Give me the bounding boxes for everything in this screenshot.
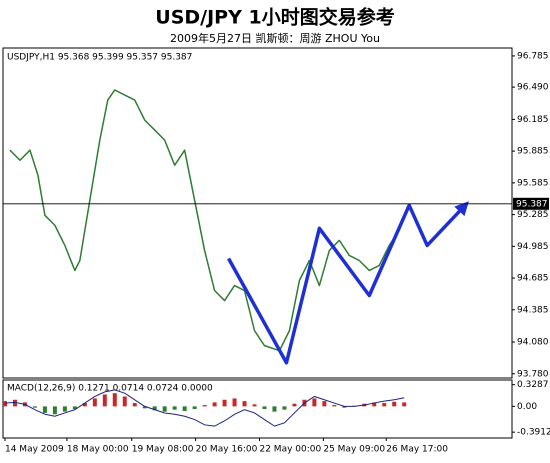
- macd-bar: [42, 406, 47, 413]
- macd-bar: [92, 398, 97, 407]
- x-tick-label: 22 May 00:00: [259, 445, 321, 455]
- macd-panel: [2, 379, 513, 439]
- macd-bar: [52, 406, 57, 415]
- macd-bar: [212, 402, 217, 407]
- x-tick-label: 26 May 17:00: [386, 445, 448, 455]
- main-header: USDJPY,H1 95.368 95.399 95.357 95.387: [7, 53, 192, 63]
- macd-bar: [192, 406, 197, 409]
- macd-bar: [102, 394, 107, 407]
- macd-bar: [382, 403, 387, 407]
- x-tick-label: 18 May 00:00: [67, 445, 129, 455]
- price-line-series: [227, 201, 469, 365]
- macd-bar: [152, 406, 157, 411]
- macd-bar: [82, 403, 87, 407]
- macd-bar: [182, 406, 187, 411]
- macd-bar: [372, 402, 377, 407]
- x-tick-label: 20 May 16:00: [196, 445, 258, 455]
- y-tick-label: 94.985: [517, 242, 549, 252]
- macd-bar: [312, 398, 317, 407]
- macd-bar: [222, 399, 227, 407]
- macd-bar: [402, 402, 407, 407]
- macd-bar: [2, 401, 7, 407]
- x-tick-label: 25 May 09:00: [323, 445, 385, 455]
- macd-bar: [342, 406, 347, 408]
- macd-bar: [62, 406, 67, 412]
- macd-bar: [12, 399, 17, 407]
- macd-bar: [122, 396, 127, 407]
- macd-bar: [132, 403, 137, 407]
- macd-bar: [332, 405, 337, 407]
- macd-line: [4, 389, 405, 427]
- macd-bar: [112, 393, 117, 407]
- macd-bar: [282, 406, 287, 410]
- macd-bar: [172, 406, 177, 410]
- y-tick-label: 94.385: [517, 305, 549, 315]
- y-tick-label: 0.3287: [517, 380, 549, 390]
- current-price-box: [513, 197, 549, 210]
- main-panel: [2, 47, 513, 379]
- macd-bar: [242, 401, 247, 407]
- macd-bar: [142, 406, 147, 409]
- macd-bar: [162, 406, 167, 412]
- macd-bar: [32, 406, 37, 408]
- chart-subtitle: 2009年5月27日 凯斯顿：周游 ZHOU You: [170, 31, 380, 45]
- macd-bar: [262, 406, 267, 409]
- macd-bar: [252, 404, 257, 407]
- y-tick-label: 96.490: [517, 83, 549, 93]
- macd-bar: [72, 406, 77, 409]
- macd-bar: [202, 405, 207, 407]
- y-tick-label: 0.00: [517, 402, 537, 412]
- y-tick-label: 94.080: [517, 338, 549, 348]
- y-tick-label: 96.785: [517, 51, 549, 61]
- chart-title: USD/JPY 1小时图交易参考: [155, 6, 394, 29]
- macd-header: MACD(12,26,9) 0.1271 0.0714 0.0724 0.000…: [7, 384, 213, 394]
- macd-bar: [392, 401, 397, 407]
- x-tick-label: 19 May 08:00: [132, 445, 194, 455]
- price-line-series: [9, 89, 408, 352]
- y-tick-label: 96.185: [517, 115, 549, 125]
- macd-bar: [322, 401, 327, 407]
- macd-bar: [232, 398, 237, 407]
- macd-bar: [272, 406, 277, 412]
- y-tick-label: 94.685: [517, 274, 549, 284]
- y-tick-label: 95.285: [517, 210, 549, 220]
- y-tick-label: 93.780: [517, 369, 549, 379]
- x-tick-label: 14 May 2009: [5, 445, 64, 455]
- y-tick-label: -0.3912: [517, 428, 550, 438]
- y-tick-label: 95.585: [517, 178, 549, 188]
- current-price-label: 95.387: [516, 199, 548, 209]
- y-tick-label: 95.885: [517, 147, 549, 157]
- macd-bar: [292, 403, 297, 407]
